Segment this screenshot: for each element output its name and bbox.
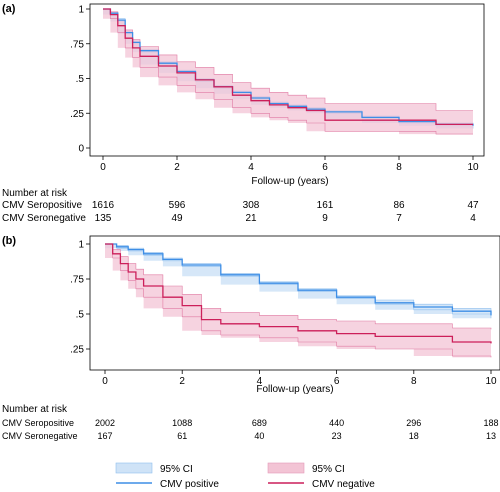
legend-label-ci-positive: 95% CI	[160, 464, 193, 475]
risk-value: 47	[467, 200, 479, 211]
ci-lower-edge-negative	[103, 8, 473, 135]
risk-value: 2002	[95, 418, 115, 428]
risk-value: 440	[329, 418, 344, 428]
panel-a-label: (a)	[2, 3, 16, 15]
panel-b-label: (b)	[2, 235, 16, 247]
risk-value: 4	[470, 213, 476, 224]
legend-swatch-ci-positive	[115, 462, 153, 474]
x-tick-label: 10	[467, 162, 479, 173]
panel-b-frame	[89, 235, 500, 371]
y-tick-label: .25	[70, 109, 84, 120]
risk-value: 49	[171, 213, 183, 224]
panel-a-frame	[89, 3, 485, 157]
y-tick-label: .75	[70, 275, 84, 286]
panel-a-ci-bands	[103, 8, 474, 135]
panel-a: (a) 0 .25 .5 .75 1 0 2 4 6 8 10 Follow-up (years)	[2, 3, 485, 187]
legend-label-cmv-negative: CMV negative	[312, 479, 375, 490]
panel-a-x-axis-title: Follow-up (years)	[251, 176, 328, 187]
risk-value: 161	[317, 200, 334, 211]
y-tick-label: .5	[76, 74, 85, 85]
x-tick-label: 2	[179, 376, 185, 387]
risk-value: 61	[177, 431, 187, 441]
risk-value: 21	[245, 213, 257, 224]
panel-b-risk-table: Number at risk CMV Seropositive CMV Sero…	[2, 404, 499, 441]
panel-b-x-axis: 0 2 4 6 8 10	[102, 370, 497, 387]
ci-upper-edge-negative	[105, 243, 492, 330]
risk-value: 18	[409, 431, 419, 441]
risk-table-b-row-label-negative: CMV Seronegative	[2, 431, 78, 441]
y-tick-label: .75	[70, 39, 84, 50]
risk-value: 23	[332, 431, 342, 441]
x-tick-label: 6	[334, 376, 340, 387]
risk-value: 135	[95, 213, 112, 224]
risk-table-a-header: Number at risk	[2, 188, 68, 199]
risk-value: 13	[486, 431, 496, 441]
risk-value: 1088	[172, 418, 192, 428]
risk-table-a-row-label-positive: CMV Seropositive	[2, 200, 82, 211]
risk-value: 188	[483, 418, 498, 428]
risk-table-b-header: Number at risk	[2, 404, 68, 415]
panel-b-x-axis-title: Follow-up (years)	[256, 384, 333, 395]
panel-a-x-axis: 0 2 4 6 8 10	[100, 156, 479, 173]
panel-b-y-axis: .25 .5 .75 1	[70, 240, 90, 356]
x-tick-label: 0	[100, 162, 106, 173]
risk-table-b-values: 2002 167 1088 61 689 40 440 23 296 18 188 13	[95, 418, 499, 441]
survival-curve-negative	[105, 243, 492, 344]
risk-value: 1616	[92, 200, 115, 211]
risk-table-a-values: 1616 135 596 49 308 21 161 9 86 7 47 4	[92, 200, 479, 224]
risk-value: 296	[406, 418, 421, 428]
survival-curve-negative	[103, 8, 473, 126]
risk-value: 308	[243, 200, 260, 211]
x-tick-label: 8	[411, 376, 417, 387]
y-tick-label: 1	[78, 240, 84, 251]
risk-value: 86	[393, 200, 405, 211]
panel-b: (b) .25 .5 .75 1 0 2 4 6 8 10 Follow-up (years)	[2, 235, 500, 395]
panel-b-ci-bands	[105, 243, 492, 358]
risk-table-b-row-label-positive: CMV Seropositive	[2, 418, 74, 428]
risk-value: 167	[97, 431, 112, 441]
legend-label-ci-negative: 95% CI	[312, 464, 345, 475]
x-tick-label: 8	[396, 162, 402, 173]
risk-value: 596	[169, 200, 186, 211]
x-tick-label: 2	[174, 162, 180, 173]
x-tick-label: 4	[248, 162, 254, 173]
legend-label-cmv-positive: CMV positive	[160, 479, 219, 490]
panel-a-survival-curves	[103, 8, 474, 126]
risk-table-a-row-label-negative: CMV Seronegative	[2, 213, 86, 224]
x-tick-label: 10	[485, 376, 497, 387]
panel-a-risk-table: Number at risk CMV Seropositive CMV Sero…	[2, 188, 479, 224]
panel-b-survival-curves	[105, 243, 492, 344]
y-tick-label: .5	[76, 310, 85, 321]
legend: 95% CI 95% CI CMV positive CMV negative	[115, 462, 375, 490]
x-tick-label: 0	[102, 376, 108, 387]
survival-curve-positive	[105, 243, 492, 316]
x-tick-label: 4	[257, 376, 263, 387]
y-tick-label: .25	[70, 345, 84, 356]
risk-value: 689	[252, 418, 267, 428]
risk-value: 40	[254, 431, 264, 441]
y-tick-label: 1	[78, 5, 84, 16]
legend-swatch-ci-negative	[267, 462, 305, 474]
risk-value: 7	[396, 213, 402, 224]
risk-value: 9	[322, 213, 328, 224]
x-tick-label: 6	[322, 162, 328, 173]
y-tick-label: 0	[78, 144, 84, 155]
panel-a-y-axis: 0 .25 .5 .75 1	[70, 5, 90, 155]
